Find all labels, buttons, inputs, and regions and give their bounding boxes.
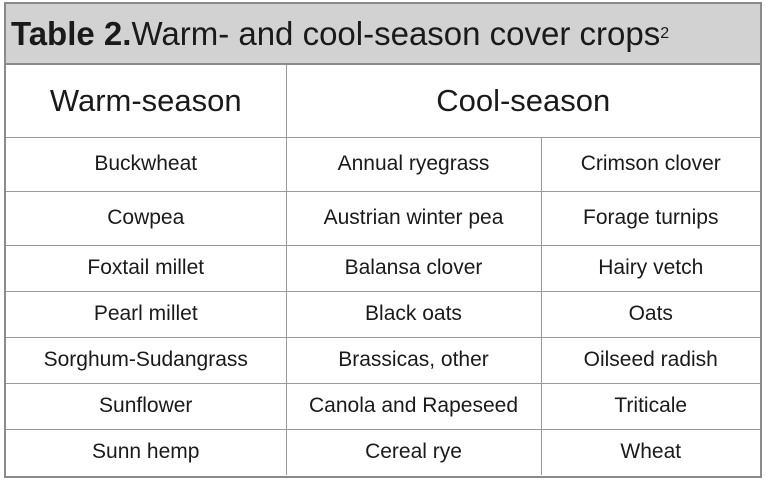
warm-season-cell: Foxtail millet <box>6 244 287 292</box>
table-row: Sunn hemp Cereal rye Wheat <box>6 428 760 475</box>
header-row: Warm-season Cool-season <box>6 65 760 138</box>
cool-season-cell: Canola and Rapeseed <box>285 382 542 430</box>
cool-season-cell: Austrian winter pea <box>285 190 542 246</box>
warm-season-cell: Sunflower <box>6 382 287 430</box>
cool-season-cell: Balansa clover <box>285 244 542 292</box>
warm-season-cell: Cowpea <box>6 190 287 246</box>
cool-season-cell: Oats <box>540 290 760 338</box>
crops-grid: Warm-season Cool-season Buckwheat Annual… <box>6 65 760 475</box>
warm-season-cell: Sunn hemp <box>6 428 287 475</box>
warm-season-header: Warm-season <box>6 65 287 138</box>
cool-season-header: Cool-season <box>285 65 760 138</box>
cool-season-cell: Forage turnips <box>540 190 760 246</box>
cool-season-cell: Hairy vetch <box>540 244 760 292</box>
cover-crops-table: Table 2. Warm- and cool-season cover cro… <box>4 2 762 478</box>
cool-season-cell: Brassicas, other <box>285 336 542 384</box>
cool-season-cell: Cereal rye <box>285 428 542 475</box>
warm-season-cell: Buckwheat <box>6 136 287 192</box>
cool-season-cell: Crimson clover <box>540 136 760 192</box>
cool-season-cell: Annual ryegrass <box>285 136 542 192</box>
table-label: Table 2. <box>11 14 132 52</box>
cool-season-cell: Oilseed radish <box>540 336 760 384</box>
table-row: Sunflower Canola and Rapeseed Triticale <box>6 382 760 430</box>
cool-season-cell: Wheat <box>540 428 760 475</box>
cool-season-cell: Black oats <box>285 290 542 338</box>
table-title: Warm- and cool-season cover crops <box>131 14 661 52</box>
table-caption: Table 2. Warm- and cool-season cover cro… <box>6 4 760 65</box>
warm-season-cell: Pearl millet <box>6 290 287 338</box>
table-row: Foxtail millet Balansa clover Hairy vetc… <box>6 244 760 292</box>
footnote-marker: 2 <box>660 24 670 42</box>
table-row: Sorghum-Sudangrass Brassicas, other Oils… <box>6 336 760 384</box>
cool-season-cell: Triticale <box>540 382 760 430</box>
table-row: Pearl millet Black oats Oats <box>6 290 760 338</box>
table-row: Cowpea Austrian winter pea Forage turnip… <box>6 190 760 246</box>
table-row: Buckwheat Annual ryegrass Crimson clover <box>6 136 760 192</box>
warm-season-cell: Sorghum-Sudangrass <box>6 336 287 384</box>
